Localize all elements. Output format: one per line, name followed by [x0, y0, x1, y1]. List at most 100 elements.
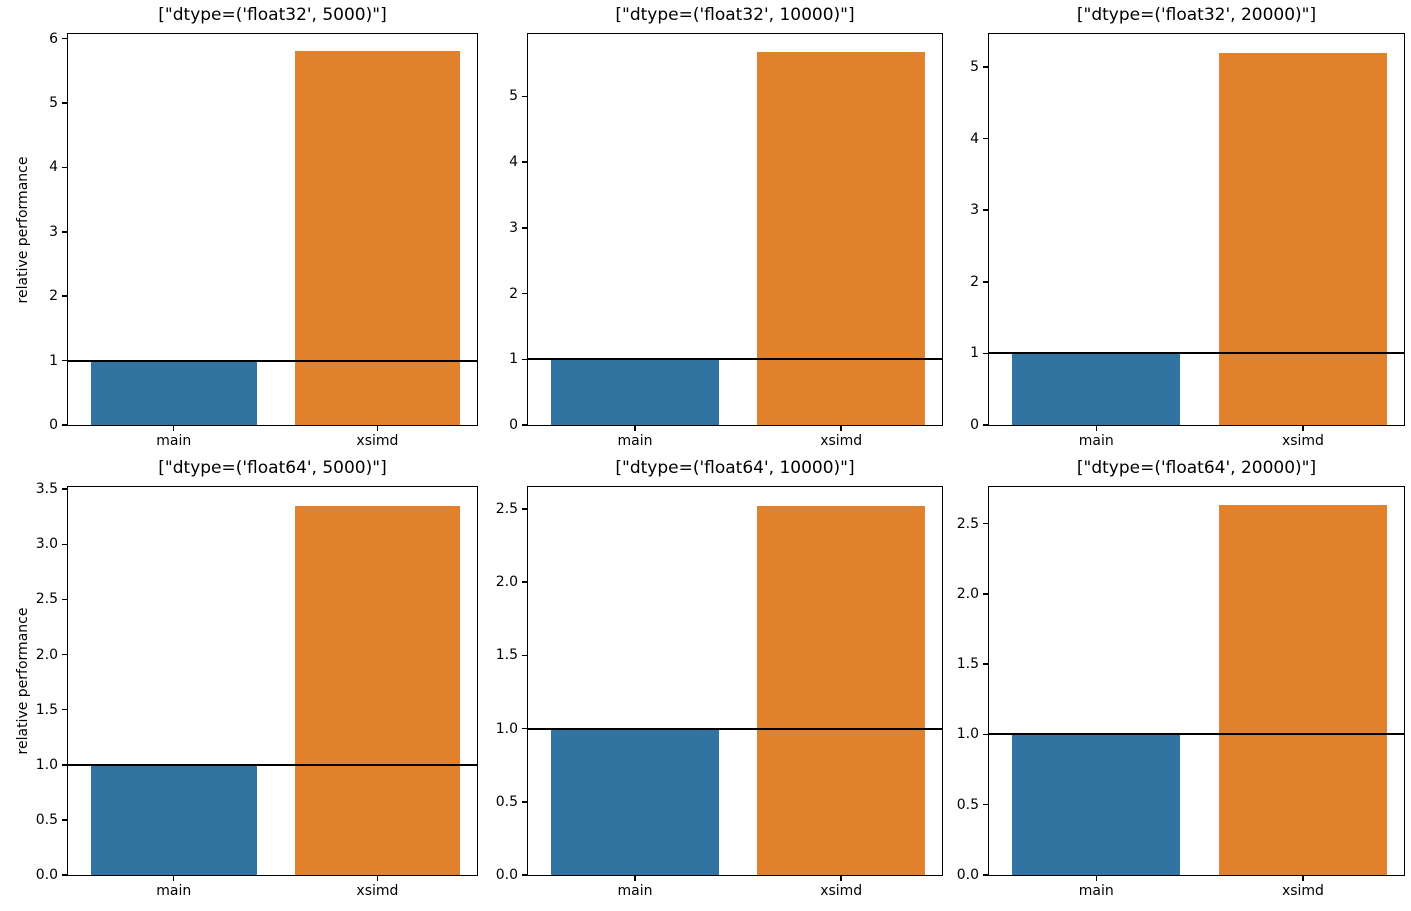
x-tick-mark — [1302, 425, 1304, 431]
y-tick-mark — [62, 488, 68, 490]
y-tick-label: 1 — [49, 352, 58, 369]
y-tick-label: 1.0 — [956, 726, 979, 743]
y-tick-label: 0.5 — [35, 811, 58, 828]
bar-xsimd — [294, 51, 461, 425]
x-tick-label-xsimd: xsimd — [356, 433, 399, 449]
y-tick-label: 1.5 — [956, 656, 979, 673]
x-tick-mark — [376, 875, 379, 881]
y-tick-label: 4 — [509, 154, 518, 171]
subplot-float64-20000: ["dtype=('float64', 20000)"] 0.0 0.5 1.0 1.… — [957, 458, 1405, 899]
y-tick-mark — [522, 292, 528, 295]
plot-title: ["dtype=('float32', 20000)"] — [1076, 5, 1317, 25]
y-tick-mark — [62, 708, 68, 711]
subplot-float64-5000: ["dtype=('float64', 5000)"] relative per… — [15, 458, 478, 899]
y-tick-label: 1.0 — [495, 720, 518, 737]
bar-xsimd — [294, 505, 461, 875]
y-tick-mark — [62, 102, 68, 104]
x-tick-mark — [634, 875, 636, 881]
reference-line — [989, 733, 1404, 736]
x-tick-label-xsimd: xsimd — [356, 883, 399, 899]
y-tick-mark — [522, 727, 528, 730]
bar-xsimd — [1218, 505, 1387, 875]
y-tick-mark — [983, 352, 989, 355]
y-tick-mark — [983, 424, 989, 426]
x-tick-label-main: main — [617, 433, 653, 449]
x-tick-mark — [840, 875, 842, 881]
y-tick-mark — [522, 161, 528, 163]
y-tick-label: 0 — [49, 417, 58, 433]
y-tick-mark — [522, 95, 528, 98]
axes: 0.0 0.5 1.0 1.5 2.0 2.5 main xsimd — [957, 486, 1405, 899]
y-tick-label: 5 — [49, 94, 58, 111]
axes: 0.0 0.5 1.0 1.5 2.0 2.5 main xsimd — [496, 486, 943, 899]
bar-main — [90, 764, 257, 875]
bar-main — [551, 359, 719, 425]
reference-line — [528, 727, 942, 730]
y-tick-label: 1.5 — [35, 701, 58, 718]
y-tick-label: 2 — [509, 285, 518, 302]
y-tick-mark — [522, 227, 528, 229]
y-tick-label: 0.0 — [495, 867, 518, 883]
x-tick-label-xsimd: xsimd — [820, 433, 863, 449]
x-tick-mark — [376, 425, 379, 431]
y-tick-label: 5 — [970, 58, 979, 75]
reference-line — [989, 352, 1404, 355]
bar-main — [1012, 734, 1181, 875]
y-axis-label: relative performance — [15, 607, 31, 755]
plot-title: ["dtype=('float32', 5000)"] — [158, 5, 387, 25]
x-tick-label-main: main — [156, 883, 192, 899]
y-tick-label: 0.5 — [495, 793, 518, 810]
x-tick-mark — [1302, 875, 1304, 881]
y-tick-label: 1 — [970, 345, 979, 362]
x-tick-mark — [1095, 425, 1098, 431]
x-tick-label-xsimd: xsimd — [1281, 433, 1324, 449]
x-tick-label-xsimd: xsimd — [1281, 883, 1324, 899]
y-tick-label: 2.0 — [956, 585, 979, 602]
axes: 0 1 2 3 4 5 6 main xsimd — [49, 32, 478, 449]
y-tick-label: 2.5 — [956, 515, 979, 532]
y-tick-label: 2.0 — [495, 574, 518, 591]
y-tick-mark — [983, 522, 989, 525]
y-tick-label: 3 — [970, 202, 979, 219]
y-tick-label: 0.0 — [35, 867, 58, 883]
y-tick-mark — [983, 593, 989, 595]
y-tick-mark — [62, 359, 68, 362]
y-tick-label: 2.5 — [495, 500, 518, 517]
x-tick-label-main: main — [617, 883, 653, 899]
y-tick-mark — [522, 874, 528, 876]
y-tick-mark — [62, 653, 68, 656]
x-tick-mark — [1095, 875, 1098, 881]
x-tick-mark — [634, 425, 636, 431]
y-tick-label: 3.0 — [35, 536, 58, 553]
reference-line — [528, 358, 942, 361]
plot-title: ["dtype=('float32', 10000)"] — [615, 5, 855, 25]
x-tick-label-main: main — [156, 433, 192, 449]
y-tick-mark — [983, 874, 989, 876]
y-tick-label: 2.0 — [35, 646, 58, 663]
y-tick-mark — [983, 66, 989, 68]
y-tick-mark — [983, 803, 989, 806]
x-tick-mark — [172, 875, 175, 881]
bar-main — [90, 360, 257, 425]
y-tick-label: 3.5 — [35, 481, 58, 498]
y-tick-label: 2.5 — [35, 591, 58, 608]
subplot-float32-20000: ["dtype=('float32', 20000)"] 0 1 2 3 4 5 main x… — [970, 5, 1405, 449]
y-tick-mark — [62, 874, 68, 876]
y-tick-label: 0.5 — [956, 796, 979, 813]
y-tick-label: 2 — [970, 273, 979, 290]
x-tick-mark — [840, 425, 842, 431]
y-tick-label: 5 — [509, 88, 518, 105]
y-tick-mark — [522, 581, 528, 583]
y-tick-mark — [522, 654, 528, 657]
y-tick-mark — [522, 358, 528, 361]
axes: 0 1 2 3 4 5 main xsimd — [970, 33, 1405, 449]
x-tick-label-main: main — [1078, 433, 1114, 449]
y-tick-mark — [983, 281, 989, 283]
subplot-float32-5000: ["dtype=('float32', 5000)"] relative per… — [15, 5, 478, 449]
bar-xsimd — [757, 506, 925, 875]
y-tick-label: 4 — [49, 159, 58, 176]
x-tick-mark — [172, 425, 175, 431]
y-tick-label: 4 — [970, 130, 979, 147]
y-tick-mark — [62, 231, 68, 233]
y-tick-label: 6 — [49, 30, 58, 47]
